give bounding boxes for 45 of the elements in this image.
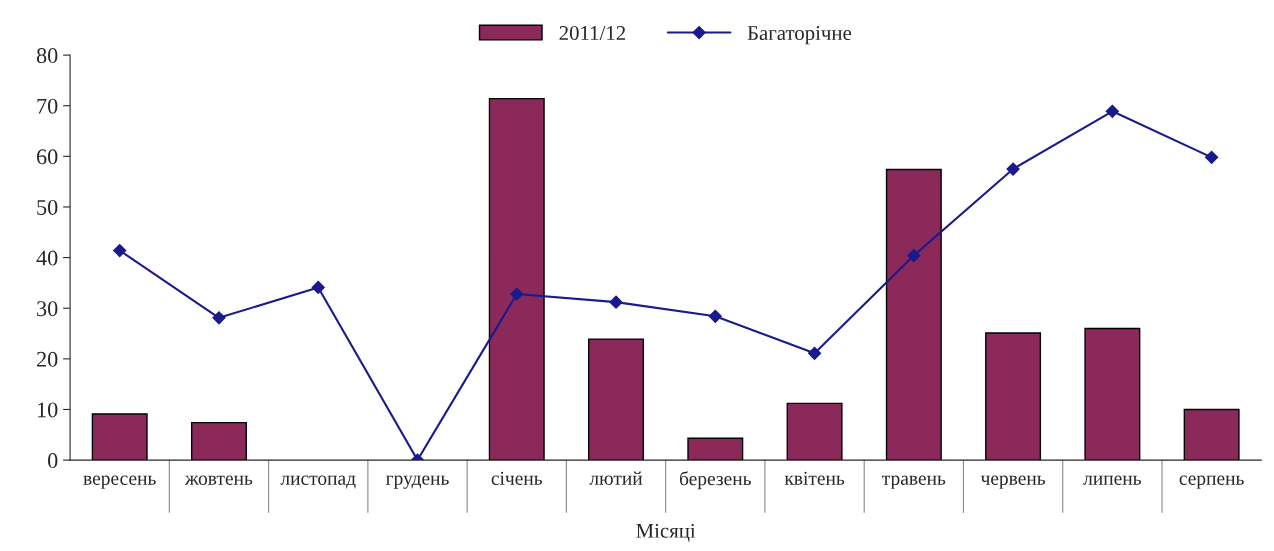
bar <box>885 168 942 461</box>
y-tick-label: 70 <box>37 98 58 114</box>
x-tick-label: червень <box>980 475 1046 489</box>
point <box>708 309 722 323</box>
y-tick-label: 40 <box>36 250 58 266</box>
x-axis-title: Місяці <box>636 523 696 542</box>
point <box>907 248 921 263</box>
bar <box>588 338 645 461</box>
y-tick-label: 60 <box>37 149 58 165</box>
x-tick-label: березень <box>679 471 751 490</box>
bar <box>190 421 247 461</box>
bar <box>91 413 148 461</box>
point <box>113 243 127 258</box>
x-tick-label: травень <box>882 475 946 489</box>
point <box>1205 150 1219 164</box>
x-tick-label: січень <box>491 471 543 485</box>
point <box>1006 162 1020 176</box>
bar <box>687 437 744 461</box>
point <box>311 280 325 295</box>
point <box>609 295 623 309</box>
x-tick-label: вересень <box>83 475 156 489</box>
legend-label: 2011/12 <box>559 25 626 41</box>
bar <box>1084 327 1141 461</box>
x-tick-label: лютий <box>589 471 643 485</box>
y-tick-label: 80 <box>36 48 58 64</box>
y-tick-label: 50 <box>37 199 58 215</box>
bar <box>1183 408 1240 461</box>
x-tick-label: липень <box>1083 475 1141 485</box>
point <box>510 287 524 301</box>
point <box>807 346 822 360</box>
y-tick-label: 30 <box>37 301 58 317</box>
y-tick-label: 10 <box>38 402 58 418</box>
bar <box>786 402 843 461</box>
y-tick-label: 0 <box>48 453 58 469</box>
x-tick-label: серпень <box>1179 475 1244 489</box>
y-tick-label: 20 <box>37 351 58 367</box>
legend-label: Багаторічне <box>747 26 852 45</box>
x-tick-label: листопад <box>280 475 356 489</box>
bar <box>985 332 1042 461</box>
point <box>1105 104 1119 118</box>
x-tick-label: грудень <box>385 475 449 489</box>
x-tick-label: квітень <box>784 471 845 485</box>
x-tick-label: жовтень <box>185 475 253 485</box>
point <box>212 311 226 325</box>
bar <box>488 97 545 461</box>
